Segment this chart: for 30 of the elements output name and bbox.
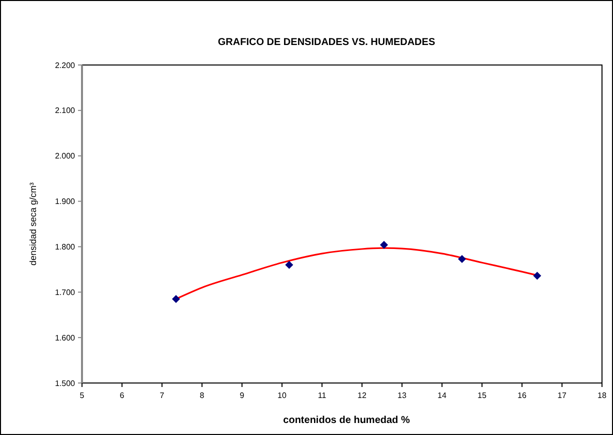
- x-tick-label: 10: [278, 391, 287, 400]
- point: [458, 254, 466, 263]
- point: [533, 272, 542, 280]
- y-tick-label: 2.200: [54, 60, 76, 70]
- x-tick-label: 8: [200, 391, 205, 400]
- x-tick-label: 14: [438, 391, 447, 400]
- point: [285, 260, 294, 269]
- point: [172, 294, 180, 303]
- x-tick-label: 9: [240, 391, 245, 400]
- x-tick-label: 16: [518, 391, 527, 400]
- chart-title: GRAFICO DE DENSIDADES VS. HUMEDADES: [218, 37, 436, 48]
- x-tick-label: 6: [120, 391, 125, 400]
- y-tick-label: 1.900: [54, 197, 76, 206]
- y-tick-label: 2.000: [54, 152, 76, 161]
- y-tick-label: 1.600: [54, 333, 76, 342]
- y-axis-title: densidad seca g/cm³: [28, 182, 38, 266]
- x-tick-label: 17: [558, 391, 567, 400]
- x-tick-label: 15: [478, 391, 487, 400]
- x-tick-label: 18: [598, 391, 607, 400]
- x-tick-label: 11: [318, 391, 327, 400]
- x-axis-title: contenidos de humedad %: [283, 415, 410, 426]
- x-tick-label: 5: [80, 391, 85, 400]
- x-tick-label: 12: [358, 391, 367, 400]
- x-tick-label: 13: [398, 391, 407, 400]
- y-tick-label: 2.100: [54, 106, 76, 116]
- y-tick-label: 1.800: [54, 242, 76, 252]
- x-tick-label: 7: [160, 391, 165, 400]
- point: [380, 240, 388, 249]
- y-tick-label: 1.700: [54, 288, 76, 297]
- y-tick-label: 1.500: [54, 378, 76, 388]
